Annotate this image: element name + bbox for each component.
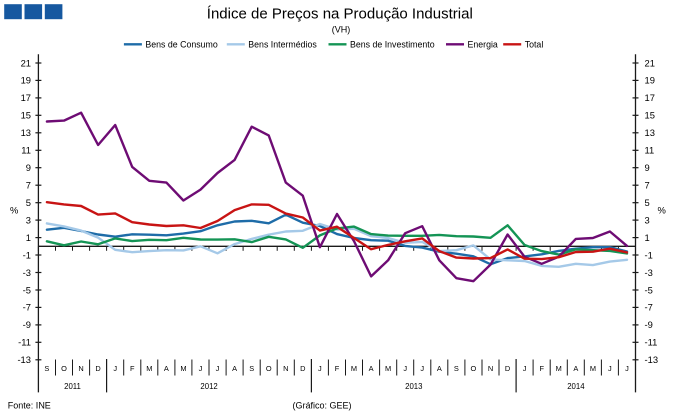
svg-text:J: J bbox=[608, 364, 612, 373]
svg-text:A: A bbox=[573, 364, 578, 373]
svg-text:A: A bbox=[232, 364, 237, 373]
svg-text:J: J bbox=[420, 364, 424, 373]
svg-text:-7: -7 bbox=[645, 302, 653, 313]
svg-text:2014: 2014 bbox=[567, 382, 585, 391]
svg-text:O: O bbox=[61, 364, 67, 373]
svg-text:A: A bbox=[437, 364, 442, 373]
svg-text:-7: -7 bbox=[23, 302, 31, 313]
svg-text:-5: -5 bbox=[645, 284, 653, 295]
svg-text:N: N bbox=[283, 364, 288, 373]
svg-text:-5: -5 bbox=[23, 284, 31, 295]
svg-text:19: 19 bbox=[21, 75, 31, 86]
svg-text:J: J bbox=[113, 364, 117, 373]
svg-text:7: 7 bbox=[26, 180, 31, 191]
svg-text:D: D bbox=[95, 364, 100, 373]
svg-text:Bens de Investimento: Bens de Investimento bbox=[350, 39, 435, 49]
svg-text:-3: -3 bbox=[645, 267, 653, 278]
svg-text:7: 7 bbox=[645, 180, 650, 191]
svg-text:3: 3 bbox=[26, 214, 31, 225]
svg-text:M: M bbox=[556, 364, 562, 373]
svg-text:%: % bbox=[658, 205, 666, 216]
svg-text:J: J bbox=[625, 364, 629, 373]
svg-text:S: S bbox=[454, 364, 459, 373]
svg-text:-3: -3 bbox=[23, 267, 31, 278]
svg-text:Energia: Energia bbox=[468, 39, 498, 49]
svg-text:Bens de Consumo: Bens de Consumo bbox=[145, 39, 217, 49]
svg-text:(VH): (VH) bbox=[332, 24, 351, 34]
svg-text:5: 5 bbox=[645, 197, 650, 208]
svg-text:D: D bbox=[505, 364, 510, 373]
svg-text:13: 13 bbox=[645, 127, 655, 138]
svg-text:O: O bbox=[266, 364, 272, 373]
svg-text:M: M bbox=[385, 364, 391, 373]
svg-text:Fonte: INE: Fonte: INE bbox=[8, 400, 51, 410]
svg-text:17: 17 bbox=[645, 92, 655, 103]
svg-text:1: 1 bbox=[645, 232, 650, 243]
svg-text:2011: 2011 bbox=[64, 382, 81, 391]
svg-text:17: 17 bbox=[21, 92, 31, 103]
svg-text:-11: -11 bbox=[645, 337, 658, 348]
svg-text:11: 11 bbox=[21, 145, 31, 156]
svg-text:J: J bbox=[523, 364, 527, 373]
svg-text:11: 11 bbox=[645, 145, 655, 156]
svg-text:19: 19 bbox=[645, 75, 655, 86]
svg-text:%: % bbox=[10, 205, 18, 216]
svg-text:2012: 2012 bbox=[200, 382, 217, 391]
svg-text:F: F bbox=[130, 364, 135, 373]
svg-text:21: 21 bbox=[21, 57, 31, 68]
svg-text:A: A bbox=[164, 364, 169, 373]
svg-text:-1: -1 bbox=[645, 249, 653, 260]
svg-text:Bens Intermédios: Bens Intermédios bbox=[248, 39, 317, 49]
svg-text:J: J bbox=[403, 364, 407, 373]
svg-text:(Gráfico: GEE): (Gráfico: GEE) bbox=[293, 400, 352, 410]
svg-text:-9: -9 bbox=[645, 319, 653, 330]
svg-text:S: S bbox=[249, 364, 254, 373]
svg-text:-13: -13 bbox=[17, 354, 31, 365]
svg-text:-11: -11 bbox=[18, 337, 31, 348]
svg-text:3: 3 bbox=[645, 214, 650, 225]
svg-text:J: J bbox=[216, 364, 220, 373]
svg-text:S: S bbox=[44, 364, 49, 373]
svg-text:21: 21 bbox=[645, 57, 655, 68]
svg-text:J: J bbox=[318, 364, 322, 373]
svg-text:M: M bbox=[590, 364, 596, 373]
svg-text:15: 15 bbox=[21, 110, 31, 121]
svg-text:A: A bbox=[369, 364, 374, 373]
svg-text:13: 13 bbox=[21, 127, 31, 138]
svg-text:2013: 2013 bbox=[405, 382, 422, 391]
svg-text:N: N bbox=[78, 364, 83, 373]
svg-text:-1: -1 bbox=[23, 249, 31, 260]
svg-text:5: 5 bbox=[26, 197, 31, 208]
svg-text:-9: -9 bbox=[23, 319, 31, 330]
svg-text:M: M bbox=[146, 364, 152, 373]
svg-text:1: 1 bbox=[26, 232, 31, 243]
svg-text:N: N bbox=[488, 364, 493, 373]
svg-text:M: M bbox=[180, 364, 186, 373]
svg-text:F: F bbox=[335, 364, 340, 373]
svg-text:J: J bbox=[199, 364, 203, 373]
svg-text:O: O bbox=[471, 364, 477, 373]
svg-text:Índice de Preços na Produção I: Índice de Preços na Produção Industrial bbox=[207, 5, 473, 22]
svg-text:M: M bbox=[351, 364, 357, 373]
svg-text:F: F bbox=[539, 364, 544, 373]
svg-text:9: 9 bbox=[645, 162, 650, 173]
svg-text:Total: Total bbox=[525, 39, 544, 49]
svg-text:-13: -13 bbox=[645, 354, 659, 365]
svg-text:9: 9 bbox=[26, 162, 31, 173]
svg-text:15: 15 bbox=[645, 110, 655, 121]
svg-text:D: D bbox=[300, 364, 305, 373]
